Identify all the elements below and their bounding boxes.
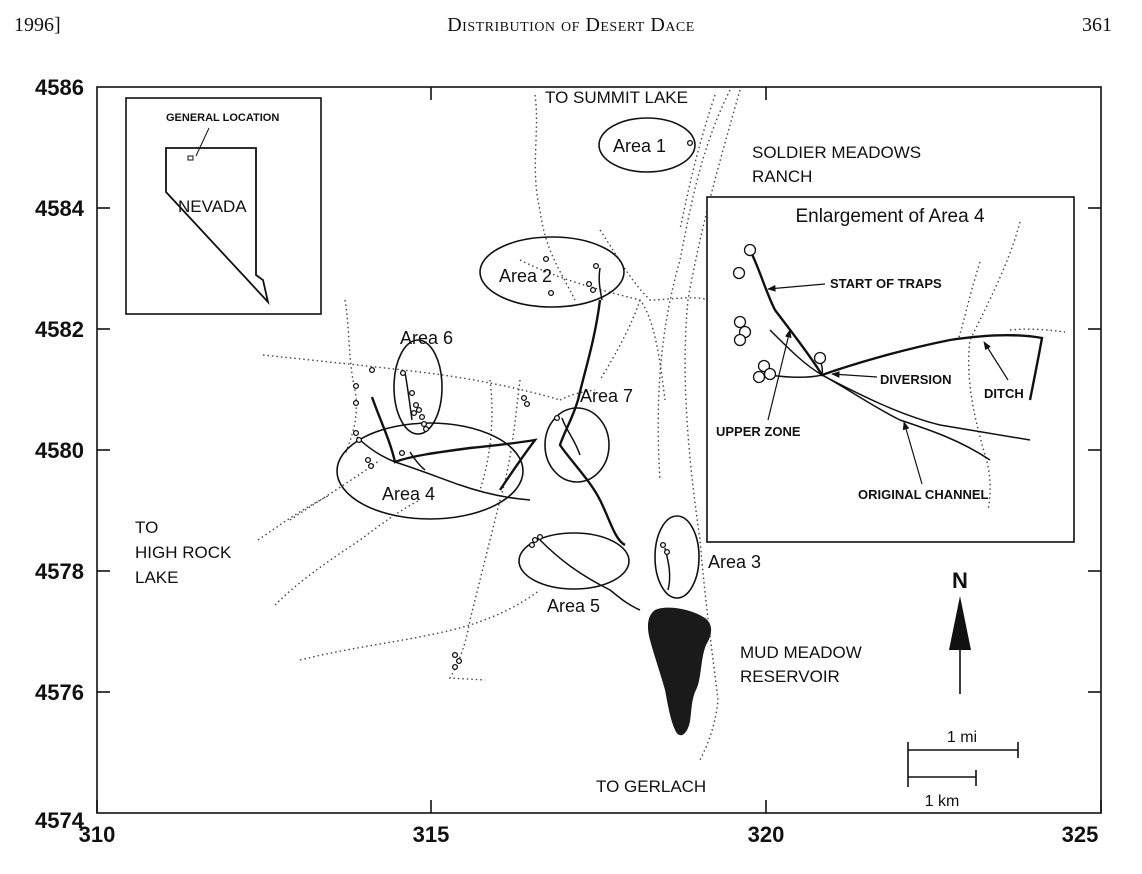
area-1-ellipse [598,117,696,173]
springs [352,139,694,671]
y-tick-label: 4582 [35,317,84,342]
north-arrow: N [949,568,971,694]
page-number: 361 [1082,14,1112,36]
x-tick-label: 310 [79,822,116,847]
start-of-traps-label: START OF TRAPS [830,276,942,291]
area-4-label: Area 4 [382,484,435,504]
mud-meadow-label-2: RESERVOIR [740,667,840,686]
enlargement-inset: Enlargement of Area 4 START OF TRAPS DIV… [706,196,1075,543]
x-tick-label: 320 [748,822,785,847]
ditch-label: DITCH [984,386,1024,401]
upper-zone-label: UPPER ZONE [716,424,801,439]
area-4-ellipse [336,422,524,520]
location-pointer [195,127,210,157]
to-gerlach-label: TO GERLACH [596,777,706,796]
area-3-ellipse [654,515,700,599]
y-tick-label: 4574 [35,808,85,833]
area-3-label: Area 3 [708,552,761,572]
x-tick-label: 325 [1062,822,1099,847]
area-7-ellipse [544,407,610,483]
north-arrow-head [949,596,971,650]
to-high-rock-label-2: HIGH ROCK [135,543,232,562]
area-5-label: Area 5 [547,596,600,616]
y-tick-label: 4576 [35,680,84,705]
scale-bar: 1 mi 1 km [907,729,1019,810]
area-2-ellipse [479,236,625,308]
mud-meadow-reservoir [647,607,712,736]
y-tick-label: 4580 [35,438,84,463]
x-tick-label: 315 [413,822,450,847]
general-location-inset: GENERAL LOCATION NEVADA [125,97,322,315]
north-label: N [952,568,968,593]
location-marker [187,155,194,161]
area-5-ellipse [518,532,630,590]
area-6-label: Area 6 [400,328,453,348]
to-high-rock-label-3: LAKE [135,568,178,587]
scale-mi-label: 1 mi [947,729,977,746]
soldier-meadows-label-2: RANCH [752,167,812,186]
original-channel-label: ORIGINAL CHANNEL [858,487,989,502]
page-header-left: 1996] [14,14,61,36]
area-2-label: Area 2 [499,266,552,286]
soldier-meadows-label: SOLDIER MEADOWS [752,143,921,162]
area-1-label: Area 1 [613,136,666,156]
to-high-rock-label: TO [135,518,158,537]
y-axis-ticks [97,207,1101,693]
enlargement-title: Enlargement of Area 4 [795,206,984,227]
y-tick-label: 4584 [35,196,85,221]
general-location-label: GENERAL LOCATION [166,112,279,124]
y-tick-label: 4578 [35,559,84,584]
mud-meadow-label: MUD MEADOW [740,643,862,662]
nevada-outline [165,147,270,306]
scale-km-label: 1 km [925,793,960,810]
area-7-label: Area 7 [580,386,633,406]
area-6-ellipse [393,339,443,435]
to-summit-lake-label: TO SUMMIT LAKE [545,88,688,107]
running-title: Distribution of Desert Dace [447,14,695,36]
diversion-label: DIVERSION [880,372,952,387]
x-axis-ticks [96,87,1102,813]
nevada-label: NEVADA [178,197,247,216]
y-tick-label: 4586 [35,75,84,100]
